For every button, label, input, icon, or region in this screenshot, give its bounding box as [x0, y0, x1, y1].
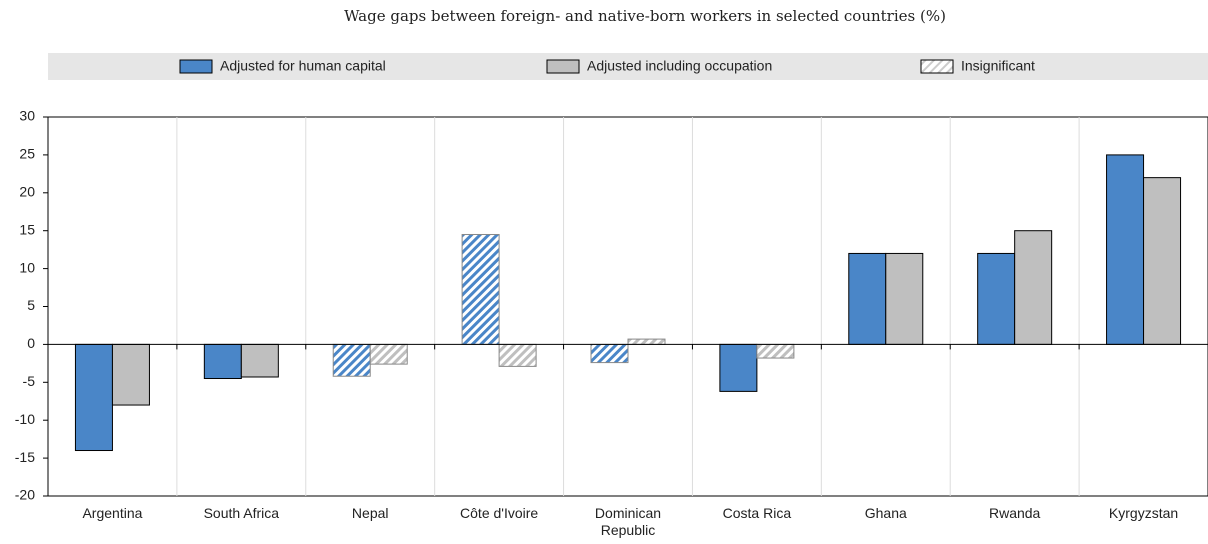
bar — [756, 343, 795, 359]
bar — [1143, 177, 1182, 345]
bar — [332, 343, 371, 377]
y-tick-label: -10 — [15, 411, 35, 427]
y-tick-label: -5 — [23, 373, 36, 389]
bar — [627, 338, 666, 345]
bar — [719, 343, 758, 392]
bar — [1014, 230, 1053, 345]
bar — [848, 252, 887, 345]
legend-swatch — [920, 59, 954, 74]
y-tick-label: 5 — [27, 297, 35, 313]
x-tick-label: Argentina — [82, 505, 143, 521]
x-tick-label: Côte d'Ivoire — [460, 505, 539, 521]
chart-subtitle: Wage gaps between foreign- and native-bo… — [344, 7, 946, 25]
legend-label: Insignificant — [961, 58, 1035, 74]
bar — [111, 343, 150, 406]
bar — [203, 343, 242, 380]
x-tick-label: Nepal — [351, 505, 389, 521]
y-tick-label: -15 — [15, 449, 35, 465]
y-tick-label: 0 — [27, 335, 35, 351]
y-tick-label: -20 — [15, 487, 35, 503]
x-tick-label: Dominican Republic — [594, 505, 662, 538]
bar — [498, 343, 537, 367]
x-tick-label: Rwanda — [988, 505, 1041, 521]
x-tick-label: South Africa — [203, 505, 280, 521]
x-tick-label: Kyrgyzstan — [1108, 505, 1179, 521]
legend-label: Adjusted including occupation — [587, 58, 772, 74]
bar — [885, 252, 924, 345]
legend-swatch — [546, 59, 580, 74]
bar — [74, 343, 113, 452]
legend-background — [48, 53, 1208, 80]
legend-label: Adjusted for human capital — [220, 58, 386, 74]
bar — [461, 233, 500, 345]
bar — [240, 343, 279, 378]
y-tick-label: 20 — [19, 184, 35, 200]
x-tick-label: Costa Rica — [722, 505, 792, 521]
y-tick-label: 15 — [19, 221, 35, 237]
bar — [1106, 154, 1145, 345]
bar — [977, 252, 1016, 345]
bar — [369, 343, 408, 365]
y-tick-label: 10 — [19, 259, 35, 275]
legend-swatch — [179, 59, 213, 74]
y-tick-label: 25 — [19, 146, 35, 162]
y-tick-label: 30 — [19, 108, 35, 124]
x-tick-label: Ghana — [864, 505, 907, 521]
bar — [590, 343, 629, 364]
